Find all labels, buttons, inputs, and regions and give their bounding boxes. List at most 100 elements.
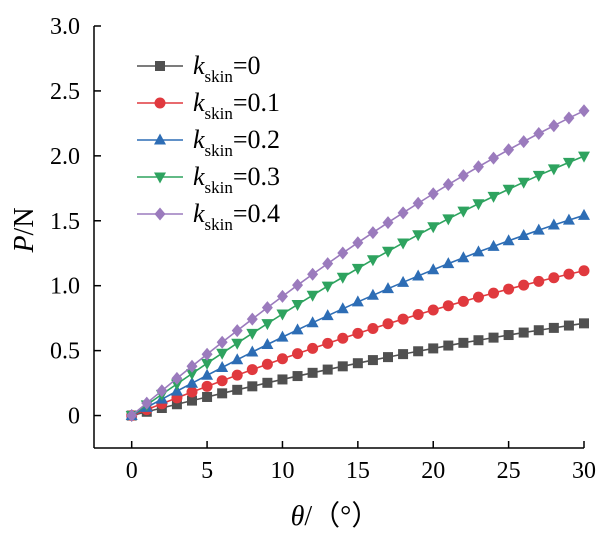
data-point [412,230,425,242]
data-point [517,228,530,240]
data-point [367,323,379,335]
data-point [532,223,545,235]
data-point [217,388,228,399]
data-point [502,234,515,246]
data-point [442,300,454,312]
data-point [427,263,440,275]
data-point [397,206,409,220]
data-point [518,327,529,338]
data-point [413,346,424,357]
data-point [321,281,334,293]
data-point [156,384,168,398]
data-point [427,222,440,234]
data-point [488,332,499,343]
data-point [412,269,425,281]
data-point [322,364,333,375]
legend-label: kskin=0.4 [193,199,280,234]
series-0 [126,318,589,421]
series-line [131,110,585,417]
legend-marker [154,207,166,221]
data-point [292,278,304,292]
data-point [427,304,439,316]
data-point [562,157,575,169]
x-tick-label: 20 [421,458,445,484]
data-point [307,267,319,281]
x-tick-label: 25 [497,458,521,484]
data-point [246,312,258,326]
y-tick-label: 1.0 [50,274,80,300]
legend-marker [154,133,166,145]
data-point [397,275,410,287]
data-point [487,239,500,251]
data-point [472,199,485,211]
data-point [518,135,530,149]
series-line [131,155,585,417]
data-point [201,380,213,392]
data-point [533,325,544,336]
data-point [518,279,530,291]
data-point [366,255,379,267]
data-point [472,160,484,174]
data-point [216,360,229,372]
data-point [201,368,214,380]
data-point [322,337,334,349]
data-point [216,335,228,349]
data-point [247,381,258,392]
data-point [170,379,183,391]
data-point [533,127,545,141]
data-point [246,364,258,376]
data-point [231,353,244,365]
x-tick-label: 5 [201,458,213,484]
data-point [216,348,229,360]
data-point [231,338,244,350]
data-point [352,236,364,250]
data-point [337,246,349,260]
data-point [578,265,590,277]
data-point [186,376,198,388]
data-point [186,359,198,373]
legend-item: kskin=0.1 [137,88,280,123]
data-point [547,218,560,230]
data-point [457,251,470,263]
data-point [457,206,470,218]
data-point [412,309,424,321]
data-point [488,287,500,299]
data-point [397,313,409,325]
data-point [291,300,304,312]
data-point [171,399,182,410]
series-3 [125,151,590,423]
y-tick-label: 2.0 [50,144,80,170]
data-point [367,355,378,366]
y-tick-label: 1.5 [50,209,80,235]
series-layer [125,104,590,423]
data-point [277,374,288,385]
legend-marker [154,97,166,109]
data-point [337,332,349,344]
data-point [292,371,303,382]
legend: kskin=0kskin=0.1kskin=0.2kskin=0.3kskin=… [137,51,280,234]
data-point [261,358,273,370]
x-tick-label: 10 [270,458,294,484]
data-point [292,348,304,360]
series-line [131,269,585,417]
y-tick-label: 0.5 [50,339,80,365]
legend-item: kskin=0.3 [137,162,280,197]
data-point [517,177,530,189]
data-point [532,170,545,182]
data-point [442,257,455,269]
data-point [171,371,183,385]
data-point [261,319,274,331]
data-point [351,295,364,307]
data-point [443,340,454,351]
data-point [321,309,334,321]
data-point [382,282,394,294]
legend-label: kskin=0.1 [193,88,280,123]
series-4 [126,104,590,423]
data-point [502,184,515,196]
data-point [261,338,274,350]
data-point [562,213,575,225]
data-point [503,283,515,295]
data-point [216,375,228,387]
data-point [578,208,590,220]
data-point [186,386,198,398]
